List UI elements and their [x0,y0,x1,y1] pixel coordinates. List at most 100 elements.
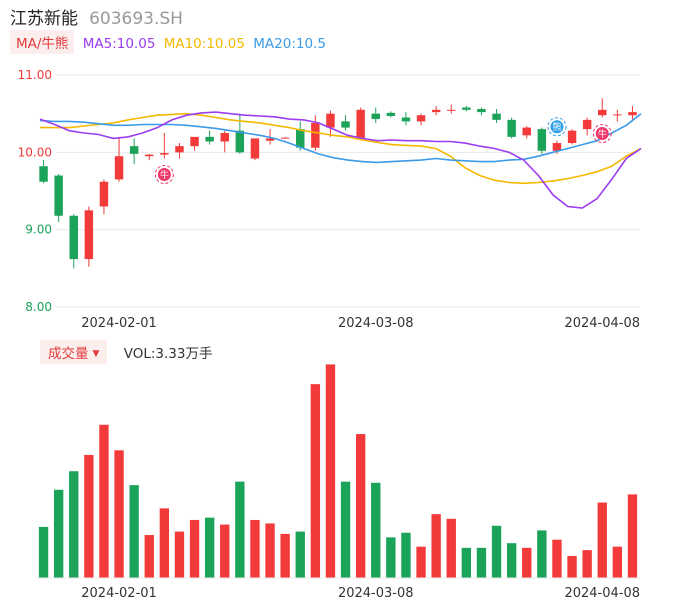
volume-bar [38,526,49,578]
volume-value: VOL:3.33万手 [123,346,213,362]
volume-bar [567,555,577,578]
volume-bar [250,519,260,578]
volume-indicator-selector[interactable]: 成交量 ▼ [40,340,108,364]
candle-body [311,122,320,148]
price-x-tick-label: 2024-04-08 [564,316,640,331]
caret-down-icon: ▼ [92,349,100,359]
candle-body [431,109,441,113]
candle-body [628,112,637,116]
candle-body [265,138,275,141]
bull-marker-ring [592,124,612,144]
volume-bar [99,424,109,578]
candle-body [567,130,577,144]
candle-body [145,154,154,157]
ma5-legend: MA5:10.05 [82,36,156,52]
bull-marker [157,168,171,182]
candle-body [250,138,260,159]
ma-indicator-selector[interactable]: MA/牛熊 [10,30,75,54]
candle-body [341,121,350,128]
volume-bar [295,531,305,578]
price-x-tick-label: 2024-02-01 [81,316,157,331]
volume-bar [129,485,139,578]
candle-body [537,129,547,151]
bear-marker-ring [547,117,567,137]
ma5-line [39,111,642,209]
volume-bar [265,523,275,578]
candle-body [175,146,184,153]
candle-body [99,181,109,207]
volume-bar [325,364,336,578]
candle-body [477,109,486,113]
volume-bar [53,489,64,578]
candle-body [69,215,78,260]
volume-bar [189,519,200,578]
y-tick-label: 11.00 [18,68,52,82]
volume-bar [627,494,638,578]
volume-bar [84,454,94,578]
volume-x-tick-label: 2024-02-01 [81,586,157,601]
bull-marker-ring [154,165,174,185]
y-tick-label: 10.00 [18,145,52,159]
volume-bar [159,508,170,578]
volume-bar [612,546,623,578]
volume-bar [235,481,245,578]
candle-body [522,127,531,136]
volume-bar [204,517,215,578]
candle-body [114,156,124,180]
volume-bar [386,537,396,578]
candle-body [582,119,592,130]
volume-bar [174,531,185,578]
volume-selector-label: 成交量 [48,346,89,362]
candle-body [416,115,426,122]
bull-marker-label: 牛 [598,128,607,140]
volume-legend: 成交量 ▼ VOL:3.33万手 [40,340,213,364]
volume-x-tick-label: 2024-04-08 [564,586,640,601]
volume-bar [476,547,487,578]
candle-body [190,136,199,147]
candle-body [205,136,214,142]
candle-body [447,109,456,111]
volume-bar [371,482,381,578]
ma-legend: MA/牛熊 MA5:10.05 MA10:10.05 MA20:10.5 [10,30,330,54]
stock-name: 江苏新能 [10,9,78,29]
candle-body [598,109,607,116]
volume-bar [355,434,366,578]
stock-title: 江苏新能 603693.SH [10,4,183,29]
candle-body [462,107,471,110]
y-tick-label: 9.00 [25,223,52,237]
volume-bar [401,532,411,578]
candle-body [356,109,365,139]
candle-body [613,114,622,116]
candle-body [401,117,411,122]
price-x-tick-label: 2024-03-08 [338,316,414,331]
bear-marker-label: 熊 [552,121,561,133]
volume-bar [537,530,547,578]
volume-bar [416,546,426,578]
candle-body [507,119,516,137]
ma10-line [40,112,642,185]
volume-bar [280,533,290,578]
candle-body [129,146,139,154]
candle-body [386,112,396,116]
volume-bar [552,539,562,578]
volume-bar [220,524,230,578]
candle-body [84,210,94,260]
candle-body [220,133,229,142]
candle-body [54,175,63,216]
candle-body [492,113,501,120]
stock-code: 603693.SH [89,9,183,29]
bull-marker [595,127,609,141]
volume-bar [310,384,321,578]
volume-bar [114,450,124,578]
volume-bar [506,543,517,578]
volume-bar [582,550,592,578]
candle-body [39,166,48,182]
ma10-legend: MA10:10.05 [163,36,245,52]
bull-marker-label: 牛 [160,169,169,181]
candle-body [552,143,562,151]
candle-body [280,137,290,139]
bear-marker [550,120,564,134]
volume-bar [69,471,79,578]
volume-bar [446,518,456,578]
